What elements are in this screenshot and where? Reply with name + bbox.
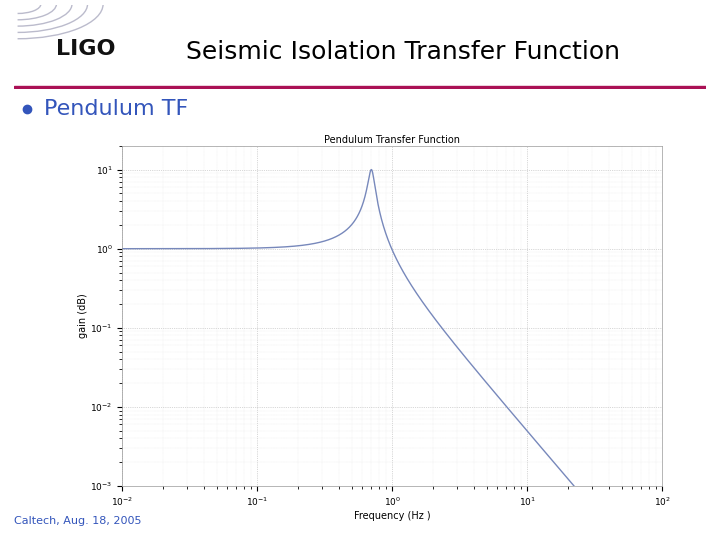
Text: Pendulum TF: Pendulum TF [44, 98, 188, 119]
Text: Seismic Isolation Transfer Function: Seismic Isolation Transfer Function [186, 40, 620, 64]
Title: Pendulum Transfer Function: Pendulum Transfer Function [325, 135, 460, 145]
Text: LIGO: LIGO [56, 39, 116, 59]
Y-axis label: gain (dB): gain (dB) [78, 294, 88, 338]
X-axis label: Frequency (Hz ): Frequency (Hz ) [354, 511, 431, 521]
Text: Caltech, Aug. 18, 2005: Caltech, Aug. 18, 2005 [14, 516, 142, 526]
Bar [14, 86, 706, 88]
